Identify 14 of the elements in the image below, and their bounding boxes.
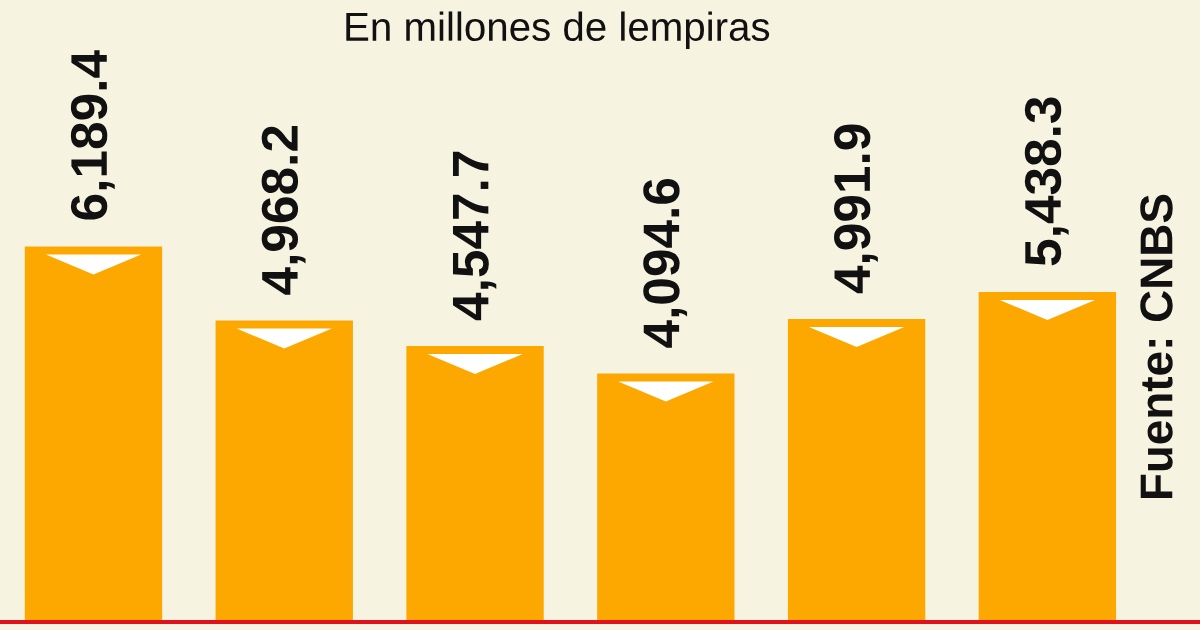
bar — [215, 320, 353, 622]
bar — [597, 373, 735, 622]
data-label: 4,547.7 — [452, 151, 497, 321]
data-label: 5,438.3 — [1024, 97, 1069, 266]
data-label: 6,189.4 — [70, 50, 115, 220]
annotation: Fuente: CNBS — [1140, 194, 1173, 499]
data-label: 4,968.2 — [261, 126, 306, 295]
bar — [24, 246, 163, 622]
bar — [787, 319, 926, 622]
chart-subtitle: En millones de lempiras — [346, 11, 770, 50]
bar — [978, 291, 1117, 622]
data-label: 4,991.9 — [834, 124, 878, 294]
data-label: 4,094.6 — [643, 178, 688, 348]
bar — [406, 346, 544, 622]
